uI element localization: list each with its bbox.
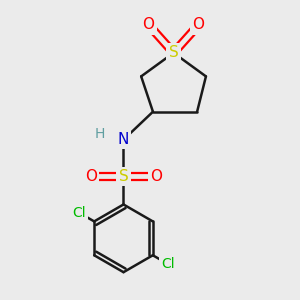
Text: O: O	[193, 17, 205, 32]
Text: H: H	[95, 127, 105, 141]
Text: O: O	[150, 169, 162, 184]
Text: S: S	[169, 45, 178, 60]
Text: Cl: Cl	[161, 257, 175, 271]
Text: S: S	[118, 169, 128, 184]
Text: Cl: Cl	[72, 206, 86, 220]
Text: O: O	[142, 17, 154, 32]
Text: N: N	[118, 132, 129, 147]
Text: O: O	[85, 169, 97, 184]
